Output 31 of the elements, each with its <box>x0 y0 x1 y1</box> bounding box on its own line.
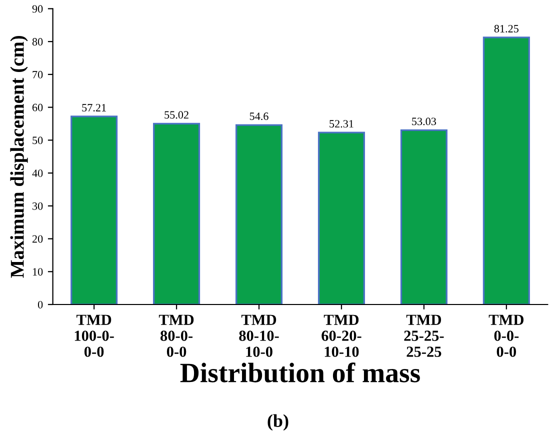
x-axis-title: Distribution of mass <box>180 362 420 382</box>
y-tick-label: 70 <box>32 70 43 78</box>
x-tick-label: TMD 60-20- 10-10 <box>322 314 362 357</box>
y-tick-label: 90 <box>32 5 43 13</box>
y-tick-label: 40 <box>32 170 43 177</box>
data-label: 55.02 <box>164 111 188 119</box>
text: (b) <box>268 414 288 431</box>
bar <box>70 116 118 304</box>
data-label: 52.31 <box>330 120 354 128</box>
bar <box>235 124 283 304</box>
data-label: 57.21 <box>82 104 106 112</box>
y-tick-label: 60 <box>32 104 43 112</box>
bar <box>482 36 530 304</box>
y-axis-title: Maximum displacement (cm) <box>10 36 28 278</box>
bar <box>153 122 200 304</box>
y-tick-label: 50 <box>32 136 43 144</box>
bar <box>318 132 365 304</box>
y-tick-label: 20 <box>32 235 43 243</box>
y-tick-label: 30 <box>32 202 43 210</box>
data-label: 81.25 <box>494 24 518 32</box>
x-tick-label: TMD 25-25- 25-25 <box>404 314 444 357</box>
data-label: 54.6 <box>250 112 268 120</box>
y-tick-label: 0 <box>38 300 43 308</box>
y-tick-label: 80 <box>32 38 43 46</box>
x-tick-label: TMD 80-0- 0-0 <box>158 314 194 357</box>
bar <box>400 129 448 304</box>
x-tick-label: TMD 80-10- 10-0 <box>239 314 279 357</box>
y-tick-label: 10 <box>32 268 43 276</box>
x-tick-label: TMD 0-0- 0-0 <box>488 314 524 357</box>
data-label: 53.03 <box>412 118 436 126</box>
x-tick-label: TMD 100-0- 0-0 <box>74 314 114 357</box>
